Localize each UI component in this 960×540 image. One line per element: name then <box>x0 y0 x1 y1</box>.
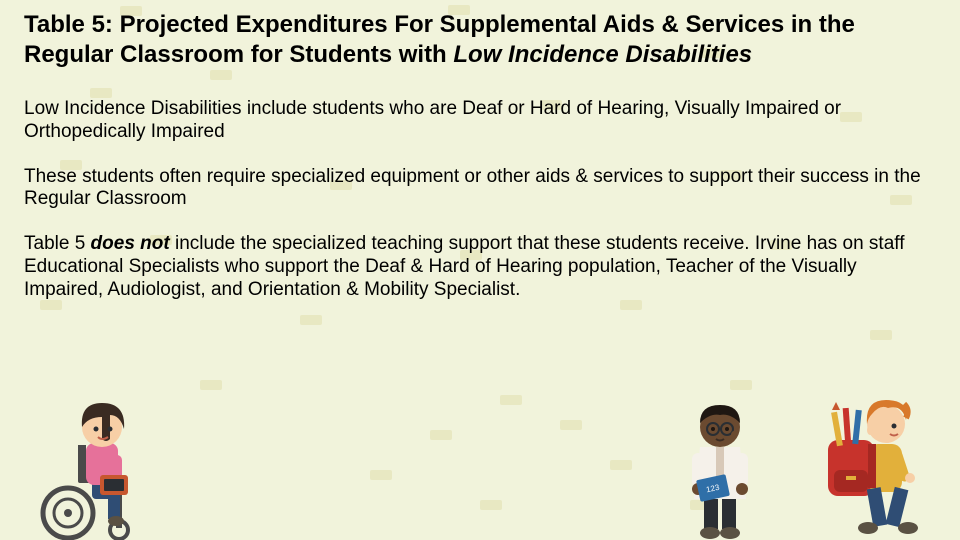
illustration-strip: 123 <box>0 390 960 540</box>
character-boy-book: 123 <box>670 395 770 540</box>
paragraph-2: These students often require specialized… <box>24 166 936 212</box>
character-wheelchair-girl <box>30 395 160 540</box>
paragraph-1: Low Incidence Disabilities include stude… <box>24 98 936 144</box>
p3-emphasis: does not <box>91 233 170 254</box>
character-backpack-kid <box>810 390 940 540</box>
title-italic: Low Incidence Disabilities <box>453 41 752 68</box>
slide-content: Table 5: Projected Expenditures For Supp… <box>0 0 960 302</box>
p3-before: Table 5 <box>24 233 91 254</box>
slide-title: Table 5: Projected Expenditures For Supp… <box>24 10 936 70</box>
paragraph-3: Table 5 does not include the specialized… <box>24 233 936 301</box>
